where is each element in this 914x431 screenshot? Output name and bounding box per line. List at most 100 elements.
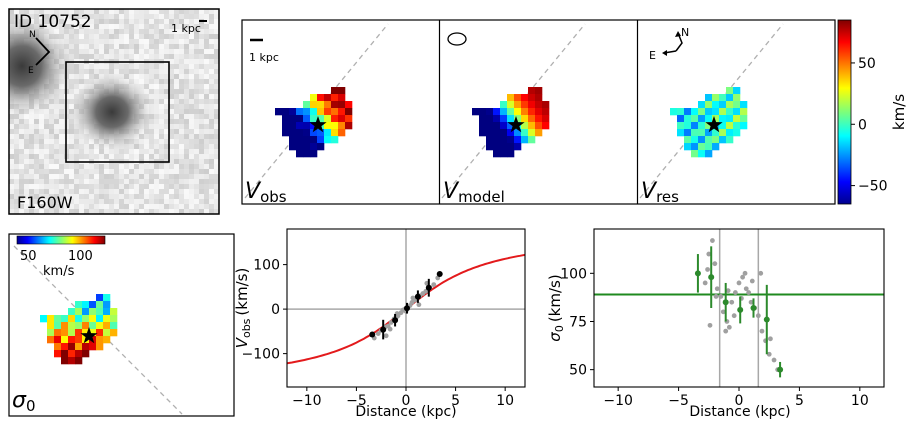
hst-noise-pixel — [34, 154, 39, 159]
hst-noise-pixel — [79, 164, 84, 169]
hst-noise-pixel — [84, 79, 89, 84]
hst-noise-pixel — [84, 64, 89, 69]
vmodel-label: Vmodel — [443, 179, 505, 206]
hst-noise-pixel — [59, 104, 64, 109]
hst-noise-pixel — [59, 129, 64, 134]
dispersion-cb-tick-50: 50 — [20, 249, 37, 264]
hst-noise-pixel — [179, 84, 184, 89]
hst-noise-pixel — [209, 164, 214, 169]
hst-noise-pixel — [14, 119, 19, 124]
hst-noise-pixel — [159, 74, 164, 79]
hst-noise-pixel — [174, 174, 179, 179]
hst-noise-pixel — [154, 49, 159, 54]
hst-noise-pixel — [99, 14, 104, 19]
hst-noise-pixel — [119, 19, 124, 24]
hst-noise-pixel — [214, 24, 219, 29]
hst-noise-pixel — [169, 89, 174, 94]
map-pixel — [528, 136, 536, 144]
map-pixel — [528, 87, 536, 95]
hst-noise-pixel — [144, 204, 149, 209]
hst-noise-pixel — [124, 209, 129, 214]
hst-noise-pixel — [89, 69, 94, 74]
hst-noise-pixel — [9, 129, 14, 134]
hst-noise-pixel — [24, 9, 29, 14]
map-pixel — [528, 94, 536, 102]
hst-noise-pixel — [189, 114, 194, 119]
hst-noise-pixel — [104, 49, 109, 54]
dispersion-colorbar — [16, 235, 106, 245]
map-pixel — [698, 122, 706, 130]
map-pixel — [514, 115, 522, 123]
hst-noise-pixel — [124, 199, 129, 204]
hst-noise-pixel — [159, 94, 164, 99]
hst-noise-pixel — [169, 74, 174, 79]
vres-map — [639, 23, 784, 199]
velocity-colorbar-tick-label: 0 — [858, 117, 867, 133]
hst-noise-pixel — [79, 69, 84, 74]
map-pixel — [96, 308, 104, 316]
map-pixel — [528, 122, 536, 130]
binned-data-point — [737, 306, 744, 313]
hst-noise-pixel — [204, 14, 209, 19]
binned-data-point — [369, 331, 376, 338]
hst-noise-pixel — [14, 149, 19, 154]
map-pixel — [303, 101, 311, 109]
hst-noise-pixel — [169, 14, 174, 19]
hst-noise-pixel — [119, 9, 124, 14]
hst-noise-pixel — [204, 164, 209, 169]
hst-noise-pixel — [204, 209, 209, 214]
hst-noise-pixel — [149, 134, 154, 139]
map-pixel — [691, 122, 699, 130]
hst-noise-pixel — [124, 164, 129, 169]
hst-noise-pixel — [204, 154, 209, 159]
hst-noise-pixel — [194, 134, 199, 139]
grey-data-point — [720, 309, 726, 315]
map-pixel — [542, 101, 550, 109]
hst-noise-pixel — [109, 199, 114, 204]
hst-noise-pixel — [119, 39, 124, 44]
hst-noise-pixel — [204, 144, 209, 149]
hst-noise-pixel — [159, 199, 164, 204]
map-pixel — [712, 143, 720, 151]
hst-noise-pixel — [179, 39, 184, 44]
hst-noise-pixel — [74, 194, 79, 199]
hst-noise-pixel — [124, 204, 129, 209]
psf-ellipse — [447, 32, 467, 46]
map-pixel — [733, 115, 741, 123]
hst-noise-pixel — [189, 14, 194, 19]
map-pixel — [54, 329, 62, 337]
map-pixel — [535, 101, 543, 109]
hst-noise-pixel — [179, 184, 184, 189]
hst-noise-pixel — [44, 144, 49, 149]
hst-noise-pixel — [134, 9, 139, 14]
map-pixel — [61, 315, 69, 323]
map-pixel — [110, 315, 118, 323]
hst-noise-pixel — [74, 164, 79, 169]
hst-noise-pixel — [124, 39, 129, 44]
hst-noise-pixel — [159, 104, 164, 109]
hst-noise-pixel — [49, 134, 54, 139]
hst-noise-pixel — [39, 9, 44, 14]
hst-noise-pixel — [149, 44, 154, 49]
hst-noise-pixel — [164, 24, 169, 29]
grey-data-point — [707, 322, 713, 328]
hst-noise-pixel — [199, 119, 204, 124]
hst-noise-pixel — [214, 69, 219, 74]
hst-noise-pixel — [139, 49, 144, 54]
hst-noise-pixel — [39, 149, 44, 154]
hst-noise-pixel — [194, 204, 199, 209]
hst-noise-pixel — [199, 64, 204, 69]
hst-noise-pixel — [184, 194, 189, 199]
vmap-scale-label: 1 kpc — [249, 51, 279, 64]
hst-noise-pixel — [24, 159, 29, 164]
hst-noise-pixel — [149, 209, 154, 214]
hst-noise-pixel — [134, 144, 139, 149]
map-pixel — [493, 108, 501, 116]
hst-noise-pixel — [164, 44, 169, 49]
hst-noise-pixel — [109, 149, 114, 154]
hst-noise-pixel — [139, 179, 144, 184]
map-pixel — [677, 115, 685, 123]
map-pixel — [698, 129, 706, 137]
hst-noise-pixel — [89, 184, 94, 189]
